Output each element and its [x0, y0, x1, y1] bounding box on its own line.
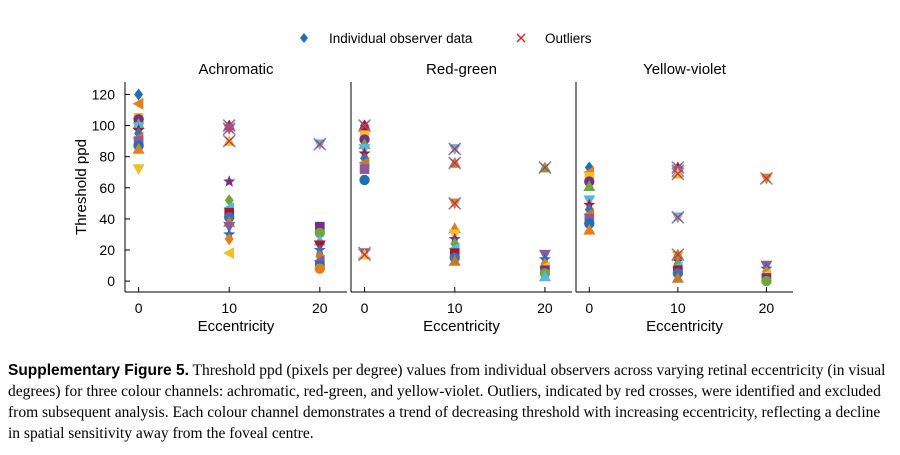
data-point	[583, 180, 596, 192]
data-point	[314, 227, 326, 239]
outlier-point	[448, 142, 462, 156]
legend-outlier-label: Outliers	[545, 31, 592, 46]
data-point	[224, 194, 234, 207]
data-point	[223, 247, 235, 260]
outlier-point	[448, 156, 462, 170]
chart-panel-1: Red-green 0 10 20 Eccentricity	[350, 61, 572, 335]
x-axis-label: Eccentricity	[646, 318, 723, 335]
y-tick-label: 60	[99, 180, 115, 196]
x-tick-label: 0	[135, 300, 143, 316]
outlier-point	[759, 171, 773, 186]
data-point	[314, 263, 326, 274]
x-tick-label: 10	[447, 300, 463, 316]
outlier-cross-stroke	[224, 124, 234, 134]
y-tick-label: 100	[92, 118, 116, 134]
x-tick-label: 0	[585, 300, 593, 316]
x-tick-label: 20	[312, 300, 328, 316]
caption-label: Supplementary Figure 5.	[8, 362, 189, 379]
data-point	[761, 275, 772, 287]
data-point	[134, 88, 144, 101]
outlier-cross-stroke	[450, 158, 460, 168]
x-tick-label: 0	[361, 300, 369, 316]
outlier-point	[357, 118, 372, 133]
y-tick-label: 20	[99, 242, 115, 258]
outlier-cross-stroke	[315, 139, 325, 149]
data-point	[584, 218, 595, 229]
outlier-point	[671, 167, 685, 181]
legend-data-label: Individual observer data	[329, 31, 473, 46]
outlier-point	[222, 134, 236, 148]
data-point	[359, 164, 370, 174]
outlier-cross-stroke	[673, 250, 683, 260]
outlier-cross-stroke	[673, 212, 683, 222]
y-tick-label: 80	[99, 149, 115, 165]
outlier-point	[448, 196, 462, 210]
chart-panel-2: Yellow-violet 0 10 20 Eccentricity	[575, 61, 793, 335]
outlier-cross-stroke	[762, 174, 771, 183]
data-point	[132, 97, 144, 110]
chart-panel-0: Achromatic 0 10 20 Eccentricity 0 20 40 60 80 100 1…	[73, 61, 347, 335]
outlier-cross-stroke	[673, 169, 683, 179]
chart-title: Yellow-violet	[643, 61, 727, 78]
x-axis-label: Eccentricity	[198, 318, 275, 335]
figure: Individual observer data Outliers Achrom…	[73, 31, 793, 335]
caption-text: Threshold ppd (pixels per degree) values…	[8, 362, 886, 442]
data-point	[223, 175, 236, 187]
outlier-point	[357, 248, 372, 262]
chart-title: Red-green	[426, 61, 497, 78]
outlier-point	[313, 137, 327, 151]
outlier-cross-stroke	[450, 198, 460, 208]
legend-diamond-marker	[300, 33, 308, 43]
data-point	[132, 142, 145, 154]
legend-cross-marker	[516, 33, 526, 43]
y-tick-label: 120	[92, 86, 116, 102]
outlier-cross-stroke	[224, 136, 234, 146]
y-tick-label: 40	[99, 211, 115, 227]
data-point	[132, 164, 145, 176]
outlier-point	[538, 160, 552, 175]
data-point	[359, 174, 370, 186]
data-point	[448, 254, 461, 266]
outlier-point	[671, 248, 685, 262]
outlier-point	[671, 210, 685, 224]
outlier-cross-stroke	[450, 144, 460, 154]
data-point	[538, 270, 551, 282]
x-tick-label: 20	[759, 300, 775, 316]
x-axis-label: Eccentricity	[423, 318, 500, 335]
y-axis-label: Threshold ppd	[73, 139, 90, 235]
x-tick-label: 10	[221, 300, 237, 316]
data-point	[313, 243, 326, 256]
outlier-cross-stroke	[360, 250, 369, 260]
data-point	[223, 221, 236, 233]
data-point	[224, 233, 234, 246]
outlier-cross-stroke	[360, 121, 369, 130]
chart-title: Achromatic	[198, 61, 274, 78]
data-point	[671, 272, 684, 283]
figure-caption: Supplementary Figure 5. Threshold ppd (p…	[8, 360, 892, 444]
outlier-cross-stroke	[540, 163, 550, 172]
outlier-point	[222, 122, 236, 136]
x-tick-label: 10	[670, 300, 686, 316]
legend: Individual observer data Outliers	[300, 31, 592, 46]
y-tick-label: 0	[107, 273, 115, 289]
data-point	[583, 223, 596, 235]
x-tick-label: 20	[537, 300, 553, 316]
